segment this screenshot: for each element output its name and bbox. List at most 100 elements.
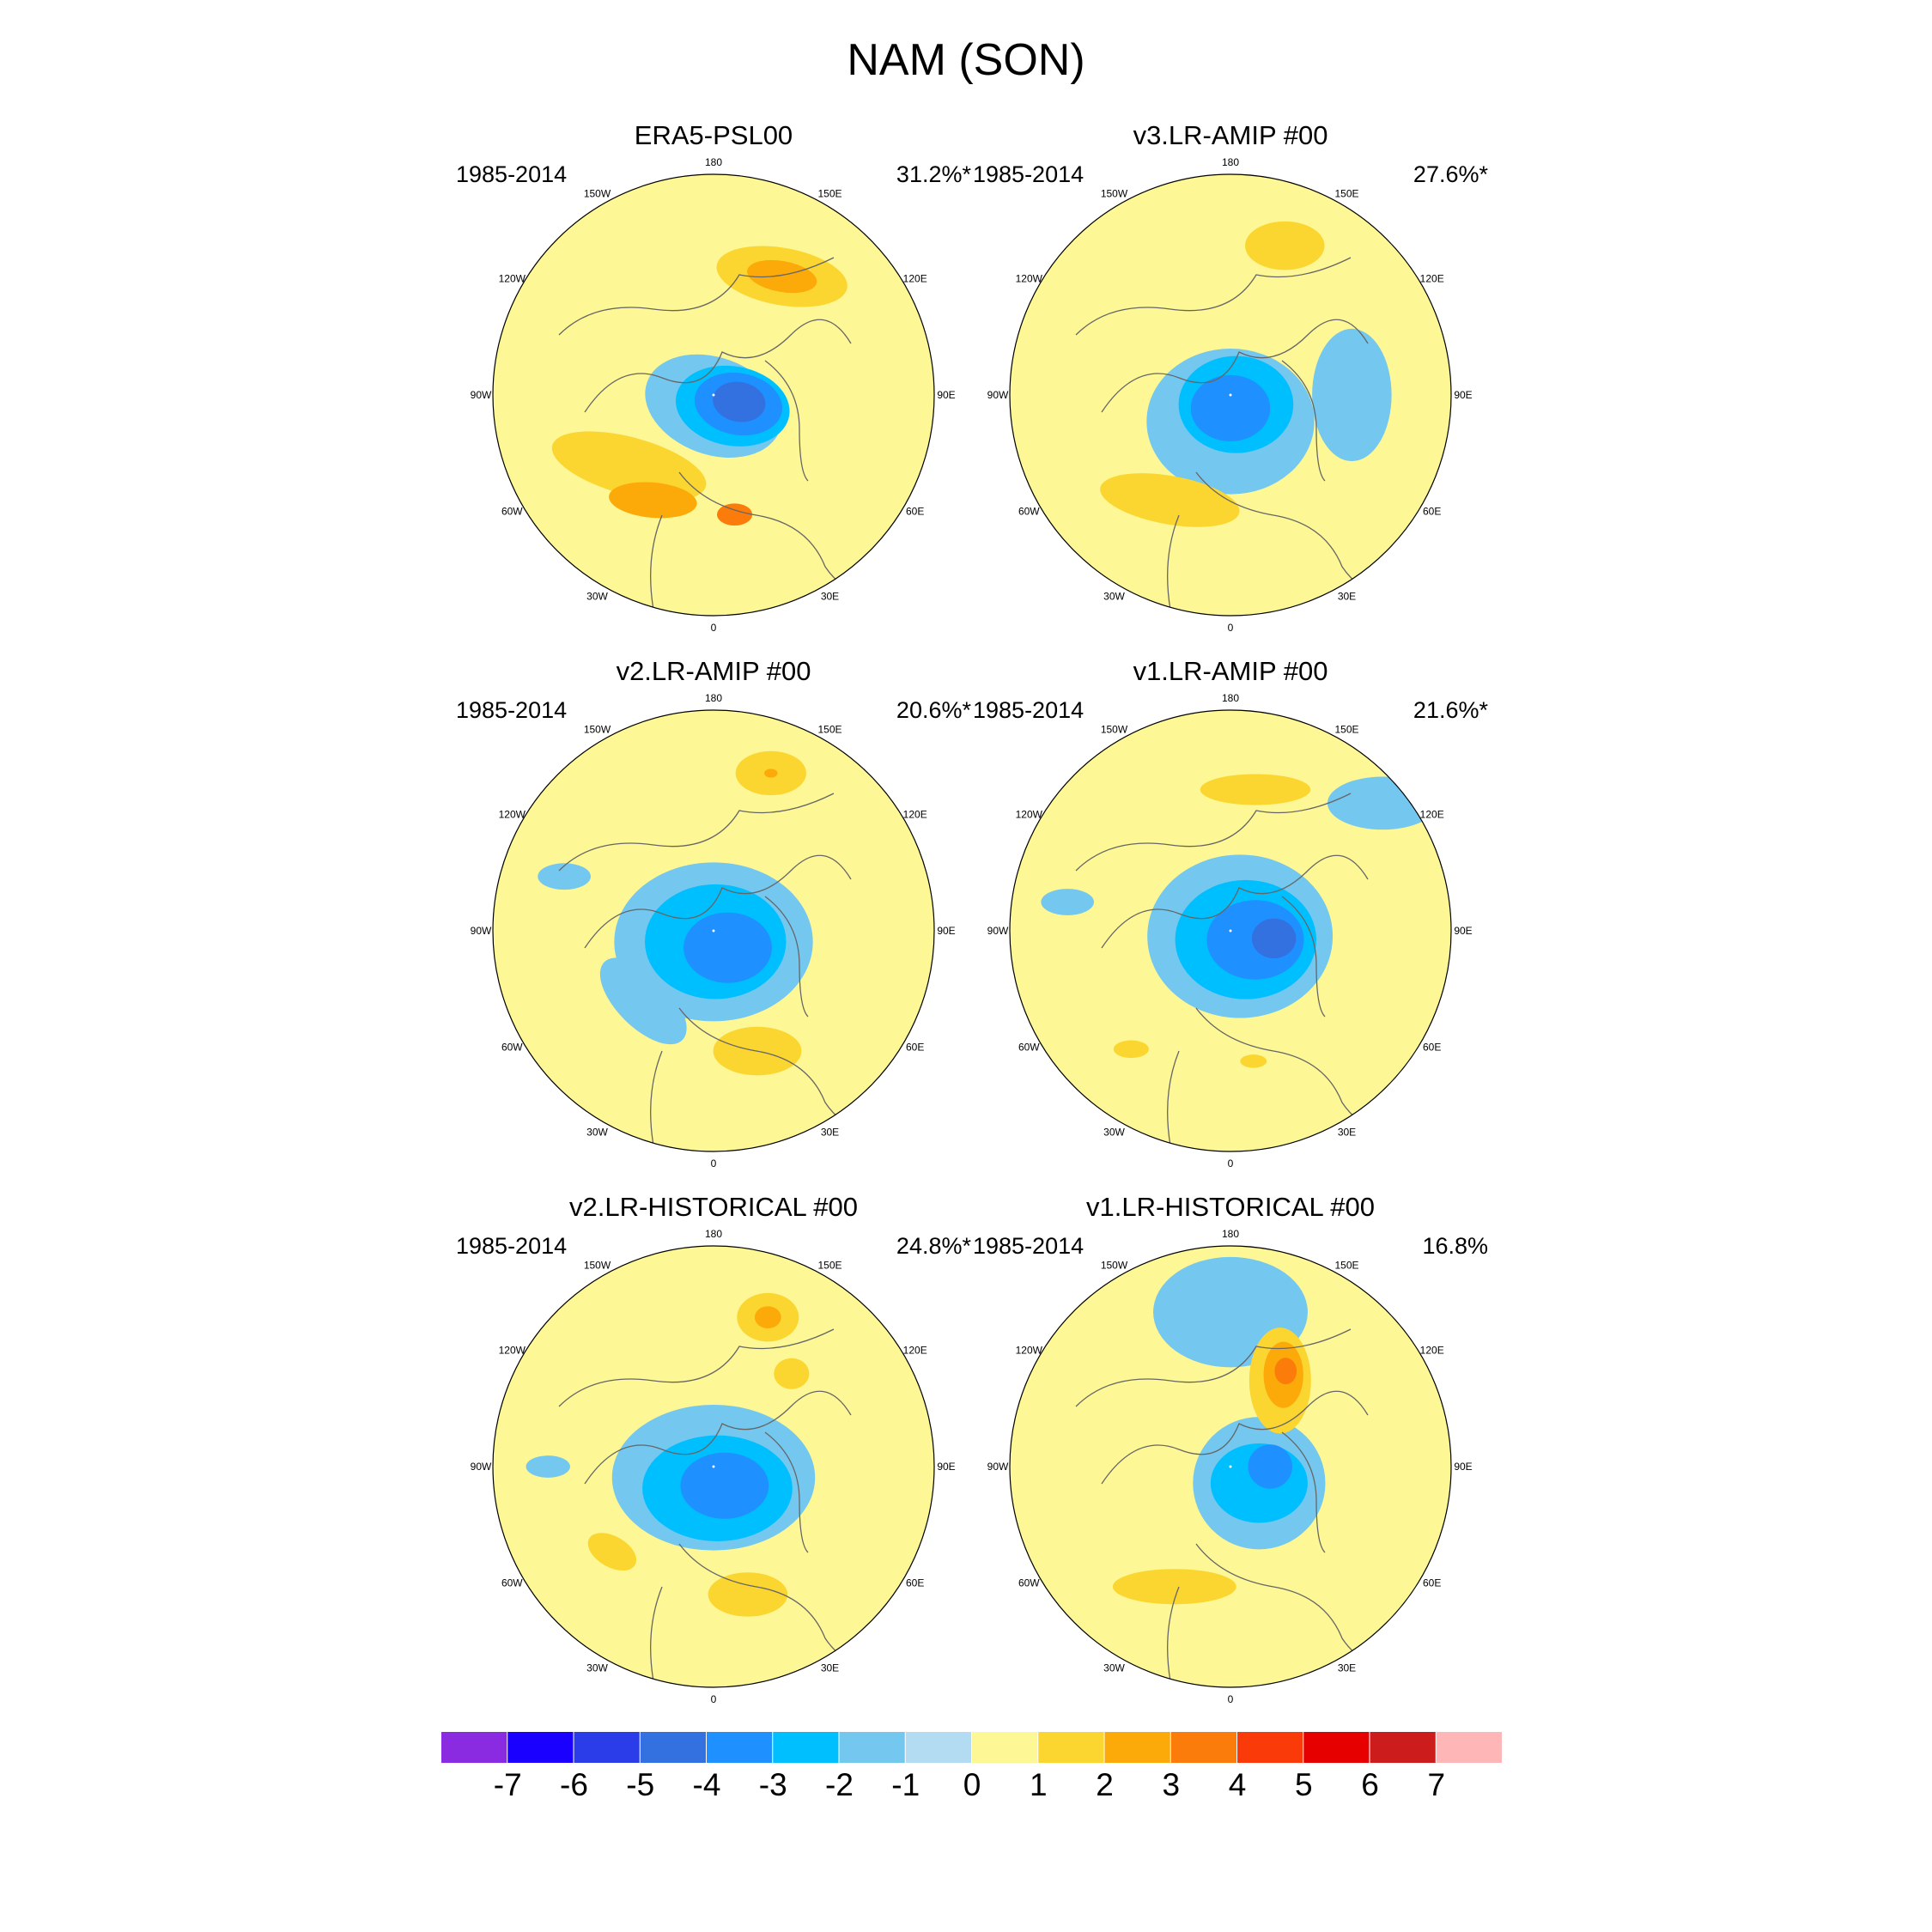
negative-anomaly-contour [526, 1455, 570, 1478]
longitude-label: 150E [1334, 723, 1358, 735]
colorbar-segment [1303, 1732, 1370, 1763]
longitude-label: 60E [906, 1042, 924, 1054]
map-border [492, 173, 935, 617]
longitude-label: 120E [903, 273, 927, 285]
longitude-label: 180 [705, 692, 722, 704]
longitude-label: 150E [817, 187, 841, 199]
longitude-label: 90E [937, 925, 955, 937]
coastline [1167, 1050, 1180, 1146]
map-border [492, 709, 935, 1152]
longitude-label: 60E [1423, 1042, 1441, 1054]
positive-anomaly-contour [1200, 774, 1311, 805]
colorbar-segment [1170, 1732, 1236, 1763]
positive-anomaly-contour [609, 482, 697, 519]
negative-anomaly-contour [683, 912, 772, 983]
positive-anomaly-contour [587, 1533, 637, 1571]
colorbar-segment [1038, 1732, 1104, 1763]
longitude-label: 30W [586, 591, 608, 603]
negative-anomaly-contour [680, 1452, 769, 1519]
longitude-label: 60E [1423, 506, 1441, 518]
coastline [764, 896, 809, 1018]
positive-anomaly-contour [1113, 1040, 1149, 1059]
longitude-label: 150W [584, 187, 611, 199]
longitude-label: 120E [1420, 809, 1444, 821]
longitude-label: 120W [499, 809, 526, 821]
negative-anomaly-contour [1327, 776, 1438, 830]
colorbar-segment [640, 1732, 706, 1763]
north-pole-marker [1229, 393, 1232, 397]
panel-v3-amip: v3.LR-AMIP #00 1985-2014 27.6%* 180 150E 1… [973, 120, 1488, 635]
positive-anomaly-contour [1274, 1358, 1297, 1385]
longitude-label: 180 [705, 156, 722, 168]
positive-anomaly-contour [1112, 1569, 1236, 1605]
negative-anomaly-contour [538, 863, 591, 890]
panel-period: 1985-2014 [973, 697, 1084, 723]
longitude-label: 90E [937, 1461, 955, 1473]
longitude-label: 30E [1338, 591, 1356, 603]
longitude-label: 0 [711, 1157, 717, 1170]
coastline [1101, 1390, 1369, 1485]
longitude-label: 30W [586, 1662, 608, 1674]
coastline [1167, 1586, 1180, 1682]
panel-title: v2.LR-HISTORICAL #00 [569, 1192, 858, 1222]
panel-title: v3.LR-AMIP #00 [1133, 120, 1328, 150]
panel-period: 1985-2014 [973, 161, 1084, 187]
negative-anomaly-contour [1041, 889, 1095, 915]
colorbar-label: 6 [1361, 1767, 1379, 1802]
panel-title: v1.LR-HISTORICAL #00 [1086, 1192, 1375, 1222]
longitude-label: 90W [471, 389, 492, 401]
coastline [1281, 360, 1326, 482]
coastline [584, 1390, 852, 1485]
coastline [1101, 854, 1369, 949]
positive-anomaly-contour [1245, 221, 1325, 270]
colorbar-label: 1 [1029, 1767, 1048, 1802]
colorbar-label: -6 [560, 1767, 588, 1802]
longitude-label: 60W [501, 1577, 523, 1589]
positive-anomaly-contour [1100, 473, 1240, 527]
longitude-label: 60W [501, 506, 523, 518]
longitude-label: 120E [1420, 1345, 1444, 1357]
polar-map: 180 150E 120E 90E 60E 30E 0 30W 60W 90W 120W 150W [471, 156, 956, 634]
main-title: NAM (SON) [847, 35, 1085, 85]
map-border [1009, 709, 1452, 1152]
coastline [558, 793, 835, 872]
longitude-label: 120W [499, 273, 526, 285]
longitude-label: 30E [821, 1662, 839, 1674]
panel-variance: 21.6%* [1413, 697, 1488, 723]
negative-anomaly-contour [599, 957, 687, 1045]
map-border [1009, 173, 1452, 617]
longitude-label: 150W [584, 723, 611, 735]
longitude-label: 30E [821, 591, 839, 603]
longitude-label: 120E [903, 1345, 927, 1357]
panel-title: v2.LR-AMIP #00 [616, 656, 811, 686]
coastline [650, 1586, 663, 1682]
coastline [1101, 319, 1369, 413]
longitude-label: 120W [1016, 809, 1043, 821]
longitude-label: 90E [1454, 925, 1472, 937]
longitude-label: 60W [1018, 506, 1040, 518]
panel-v2-amip: v2.LR-AMIP #00 1985-2014 20.6%* 180 150E 1… [456, 656, 971, 1171]
negative-anomaly-contour [1251, 918, 1297, 959]
colorbar-segment [1370, 1732, 1436, 1763]
coastline [558, 257, 835, 336]
longitude-label: 150W [584, 1259, 611, 1271]
positive-anomaly-contour [716, 503, 753, 526]
colorbar-label: 5 [1294, 1767, 1313, 1802]
colorbar-label: -1 [891, 1767, 920, 1802]
longitude-label: 0 [711, 1693, 717, 1705]
coastline [1281, 1431, 1326, 1553]
panel-period: 1985-2014 [456, 1233, 568, 1259]
panel-period: 1985-2014 [973, 1233, 1084, 1259]
map-border [492, 1245, 935, 1688]
colorbar-segment [707, 1732, 773, 1763]
colorbar-label: -5 [626, 1767, 655, 1802]
colorbar-segment [839, 1732, 905, 1763]
longitude-label: 150E [817, 723, 841, 735]
coastline [764, 1431, 809, 1553]
coastline [584, 319, 852, 413]
colorbar-segment [972, 1732, 1038, 1763]
coastline [650, 1050, 663, 1146]
panel-title: ERA5-PSL00 [634, 120, 793, 150]
colorbar-segment [1237, 1732, 1303, 1763]
longitude-label: 150E [1334, 187, 1358, 199]
